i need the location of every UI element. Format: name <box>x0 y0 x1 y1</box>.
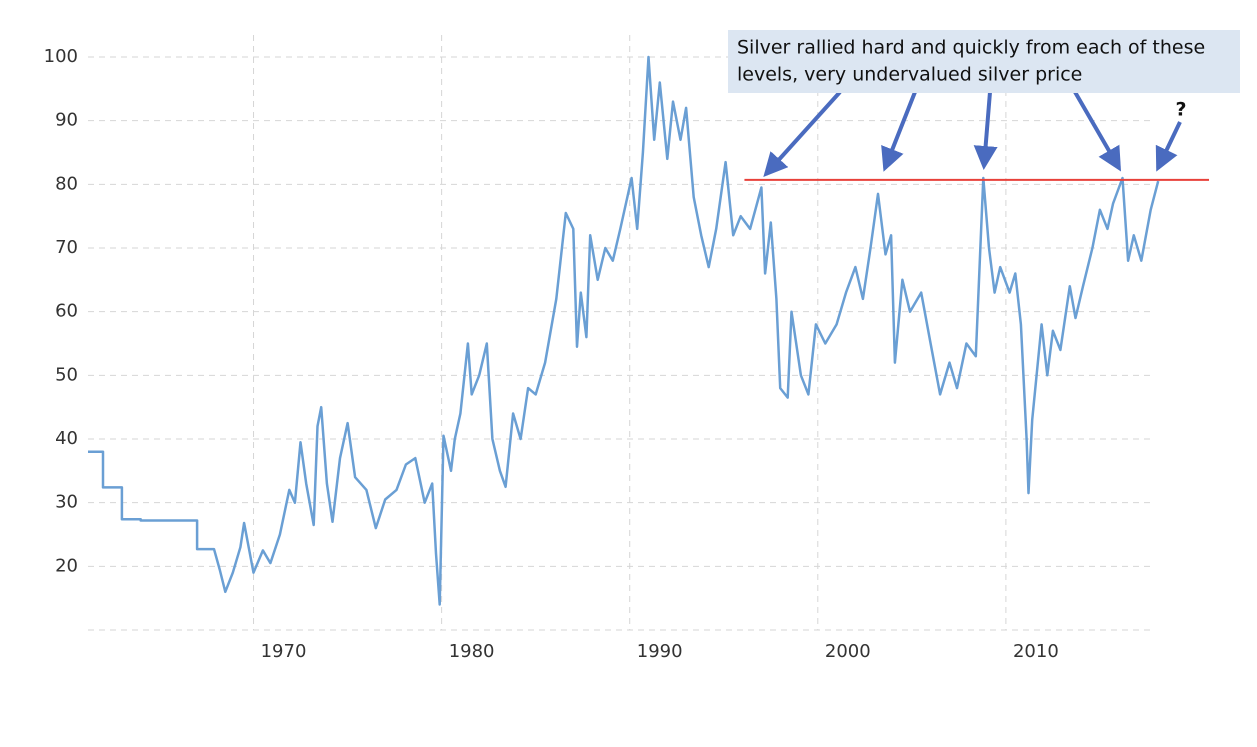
x-tick-label: 1970 <box>261 641 307 662</box>
annotation-line: Silver rallied hard and quickly from eac… <box>737 37 1205 59</box>
arrow <box>1073 90 1122 172</box>
y-tick-label: 30 <box>55 492 78 513</box>
arrow <box>1155 121 1182 172</box>
plot <box>88 55 1210 606</box>
arrow <box>881 91 917 172</box>
x-tick-label: 1980 <box>449 641 495 662</box>
y-tick-label: 70 <box>55 237 78 258</box>
y-tick-label: 90 <box>55 110 78 131</box>
y-tick-label: 20 <box>55 555 78 576</box>
y-tick-label: 40 <box>55 428 78 449</box>
x-tick-label: 2010 <box>1013 641 1059 662</box>
data-line <box>88 55 1160 606</box>
arrow <box>763 90 842 177</box>
arrow <box>973 91 998 170</box>
y-tick-label: 100 <box>44 46 78 67</box>
question-mark: ? <box>1175 99 1186 121</box>
y-tick-label: 50 <box>55 364 78 385</box>
y-tick-label: 60 <box>55 301 78 322</box>
arrows <box>763 90 1182 177</box>
annotation-line: levels, very undervalued silver price <box>737 64 1082 86</box>
x-tick-label: 1990 <box>637 641 683 662</box>
x-tick-label: 2000 <box>825 641 871 662</box>
annotation-box <box>728 30 1240 93</box>
y-tick-label: 80 <box>55 173 78 194</box>
grid: 20 30 40 50 60 70 80 90 100 1970 1980 1990 2000 2010 <box>44 35 1150 662</box>
